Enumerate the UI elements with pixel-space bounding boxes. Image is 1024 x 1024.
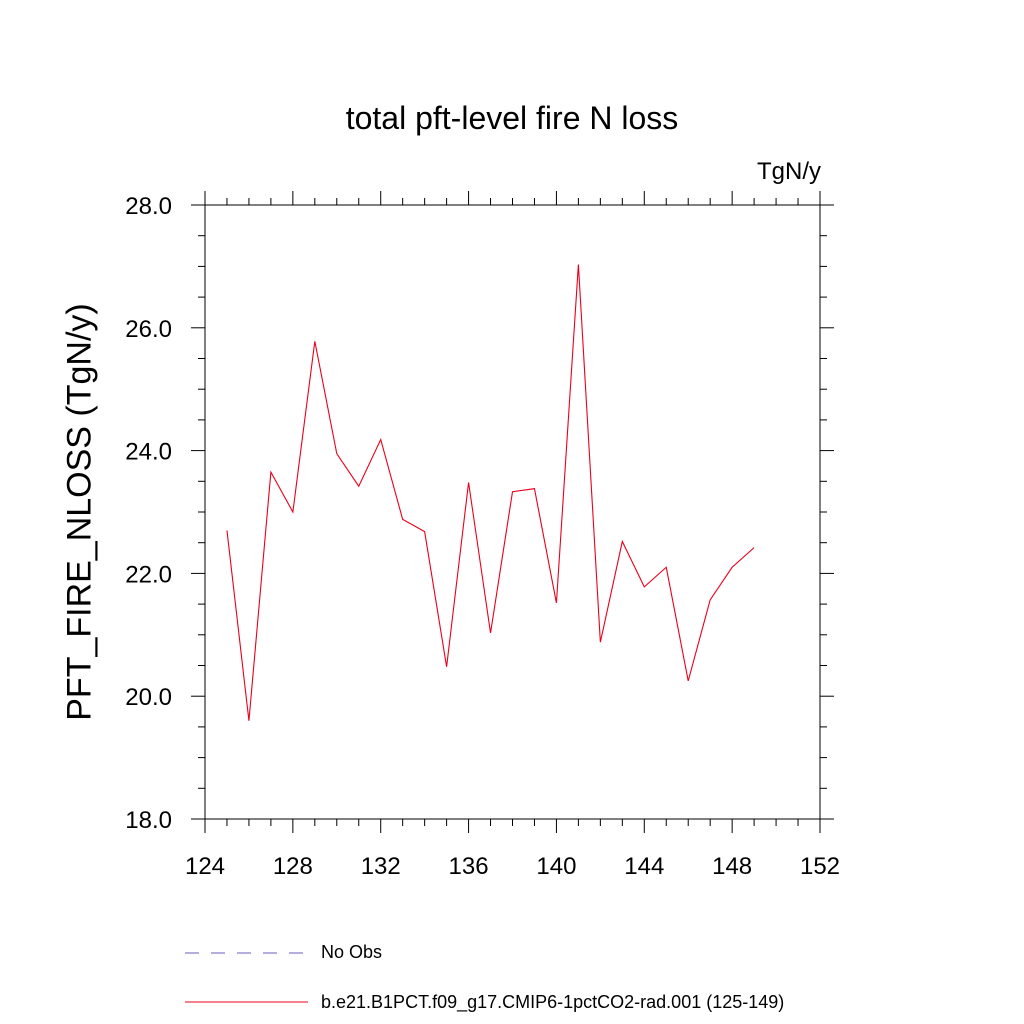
legend-label-model: b.e21.B1PCT.f09_g17.CMIP6-1pctCO2-rad.00…: [321, 992, 785, 1012]
x-tick-label: 128: [273, 853, 313, 880]
plot-frame: [204, 204, 821, 820]
series-line: [226, 264, 755, 721]
chart-title: total pft-level fire N loss: [345, 100, 679, 136]
x-tick-label: 148: [712, 853, 752, 880]
x-tick-label: 136: [449, 853, 489, 880]
y-tick-label: 22.0: [125, 561, 172, 588]
y-tick-label: 18.0: [125, 807, 172, 834]
axis-ticks: [191, 191, 834, 833]
legend-label-no-obs: No Obs: [321, 942, 383, 962]
x-tick-label: 140: [536, 853, 576, 880]
x-tick-label: 132: [361, 853, 401, 880]
series-group: [226, 264, 755, 721]
x-tick-label: 124: [185, 853, 225, 880]
legend: [185, 952, 308, 1003]
y-tick-label: 26.0: [125, 316, 172, 343]
x-tick-label: 144: [624, 853, 664, 880]
tick-labels: 124 128 132 136 140 144 148 152 18.0 20.0 22.0 24.0…: [125, 193, 840, 880]
units-label: TgN/y: [756, 158, 821, 185]
y-tick-label: 28.0: [125, 193, 172, 220]
x-tick-label: 152: [800, 853, 840, 880]
y-tick-label: 20.0: [125, 684, 172, 711]
y-tick-label: 24.0: [125, 439, 172, 466]
